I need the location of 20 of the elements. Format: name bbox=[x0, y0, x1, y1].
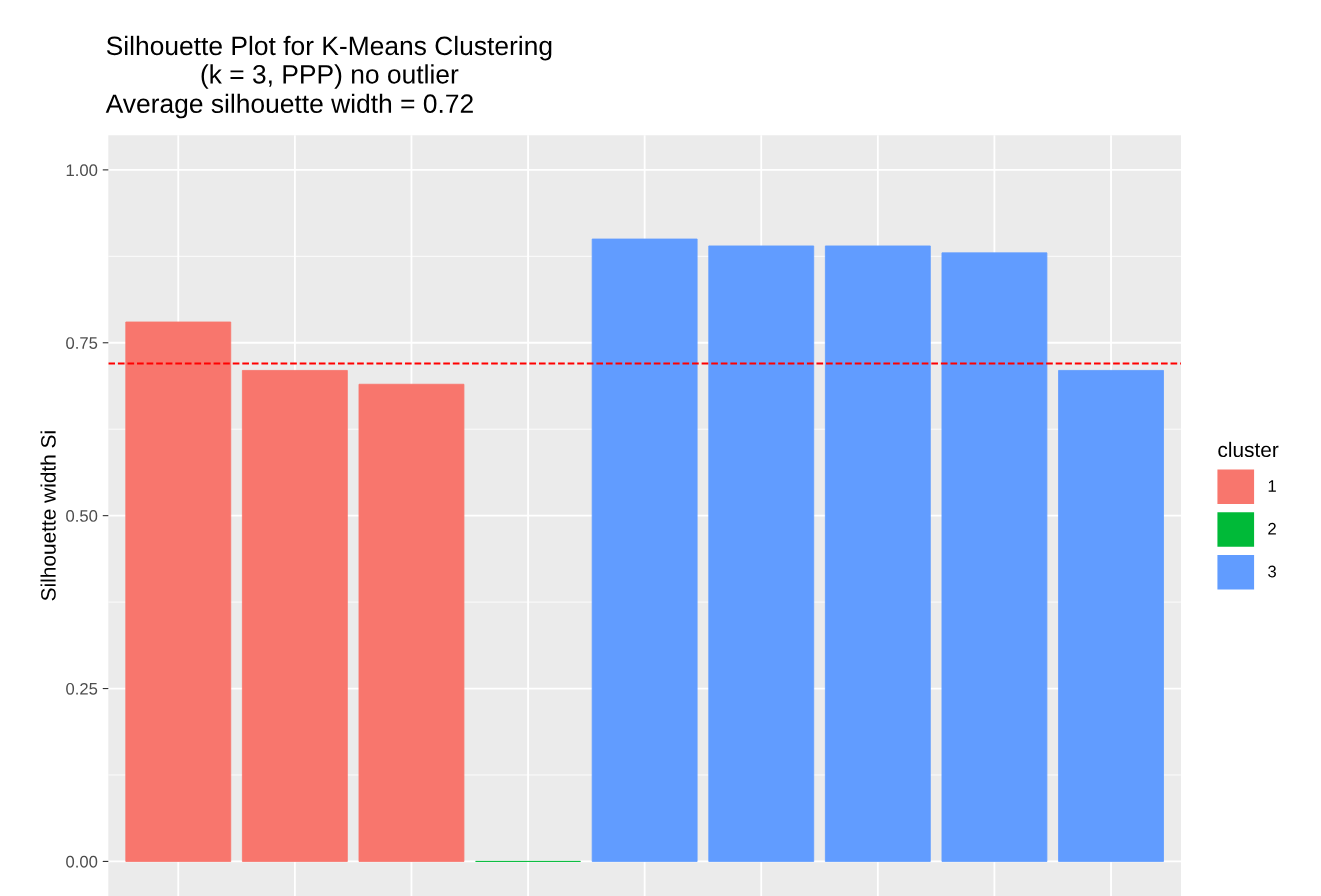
legend-label: 1 bbox=[1268, 480, 1276, 492]
bar bbox=[591, 238, 698, 862]
bar bbox=[358, 383, 465, 862]
y-tick-label: 0.50 bbox=[66, 510, 98, 522]
bar bbox=[241, 370, 348, 862]
legend-label: 2 bbox=[1268, 522, 1276, 535]
chart-title: Silhouette Plot for K-Means Clustering (k = 3, PPP) no outlier bbox=[106, 35, 552, 89]
y-tick-label: 0.75 bbox=[66, 337, 98, 349]
bar bbox=[125, 321, 232, 862]
y-tick-label: 0.00 bbox=[66, 855, 98, 868]
bar bbox=[824, 245, 931, 862]
bar bbox=[1058, 370, 1164, 862]
y-axis-title: Silhouette width Si bbox=[40, 431, 56, 601]
y-tick-label: 1.00 bbox=[66, 164, 98, 177]
y-tick-label: 0.25 bbox=[66, 682, 98, 695]
legend-label: 3 bbox=[1268, 565, 1276, 578]
legend-title: cluster bbox=[1218, 441, 1279, 458]
bar bbox=[941, 252, 1048, 862]
bar bbox=[708, 245, 815, 862]
chart-subtitle: Average silhouette width = 0.72 bbox=[105, 93, 473, 119]
